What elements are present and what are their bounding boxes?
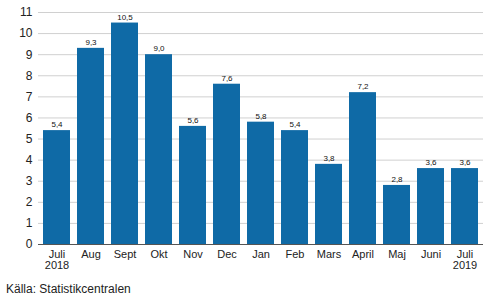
svg-text:Feb: Feb	[286, 248, 305, 260]
svg-text:3,6: 3,6	[425, 158, 437, 167]
svg-text:4: 4	[26, 153, 33, 167]
svg-text:Nov: Nov	[183, 248, 203, 260]
svg-text:5,4: 5,4	[51, 120, 63, 129]
svg-text:Jan: Jan	[252, 248, 270, 260]
svg-text:5,6: 5,6	[187, 116, 199, 125]
svg-text:8: 8	[26, 69, 33, 83]
svg-text:9: 9	[26, 48, 33, 62]
svg-text:7: 7	[26, 90, 33, 104]
svg-text:7,6: 7,6	[221, 74, 233, 83]
svg-text:Aug: Aug	[81, 248, 101, 260]
svg-text:3,6: 3,6	[459, 158, 471, 167]
svg-text:9,3: 9,3	[85, 38, 97, 47]
svg-text:9,0: 9,0	[153, 44, 165, 53]
svg-text:Juli2018: Juli2018	[45, 248, 69, 271]
svg-text:2: 2	[26, 195, 33, 209]
svg-text:5,8: 5,8	[255, 112, 267, 121]
svg-text:April: April	[352, 248, 374, 260]
svg-text:5,4: 5,4	[289, 120, 301, 129]
svg-text:Juni: Juni	[421, 248, 441, 260]
svg-text:10: 10	[19, 26, 33, 40]
svg-text:Mars: Mars	[317, 248, 342, 260]
svg-text:5: 5	[26, 132, 33, 146]
svg-text:6: 6	[26, 111, 33, 125]
svg-text:2,8: 2,8	[391, 175, 403, 184]
html-text:Källa: Statistikcentralen: Källa: Statistikcentralen	[6, 282, 131, 296]
svg-text:7,2: 7,2	[357, 82, 369, 91]
svg-text:Maj: Maj	[388, 248, 406, 260]
svg-text:Okt: Okt	[150, 248, 167, 260]
svg-text:1: 1	[26, 216, 33, 230]
svg-text:11: 11	[20, 5, 33, 19]
svg-text:3,8: 3,8	[323, 154, 335, 163]
svg-text:0: 0	[26, 237, 33, 251]
svg-text:10,5: 10,5	[117, 13, 133, 22]
svg-text:Juli2019: Juli2019	[453, 248, 477, 271]
svg-text:Dec: Dec	[217, 248, 237, 260]
svg-text:3: 3	[26, 174, 33, 188]
svg-text:Sept: Sept	[114, 248, 137, 260]
